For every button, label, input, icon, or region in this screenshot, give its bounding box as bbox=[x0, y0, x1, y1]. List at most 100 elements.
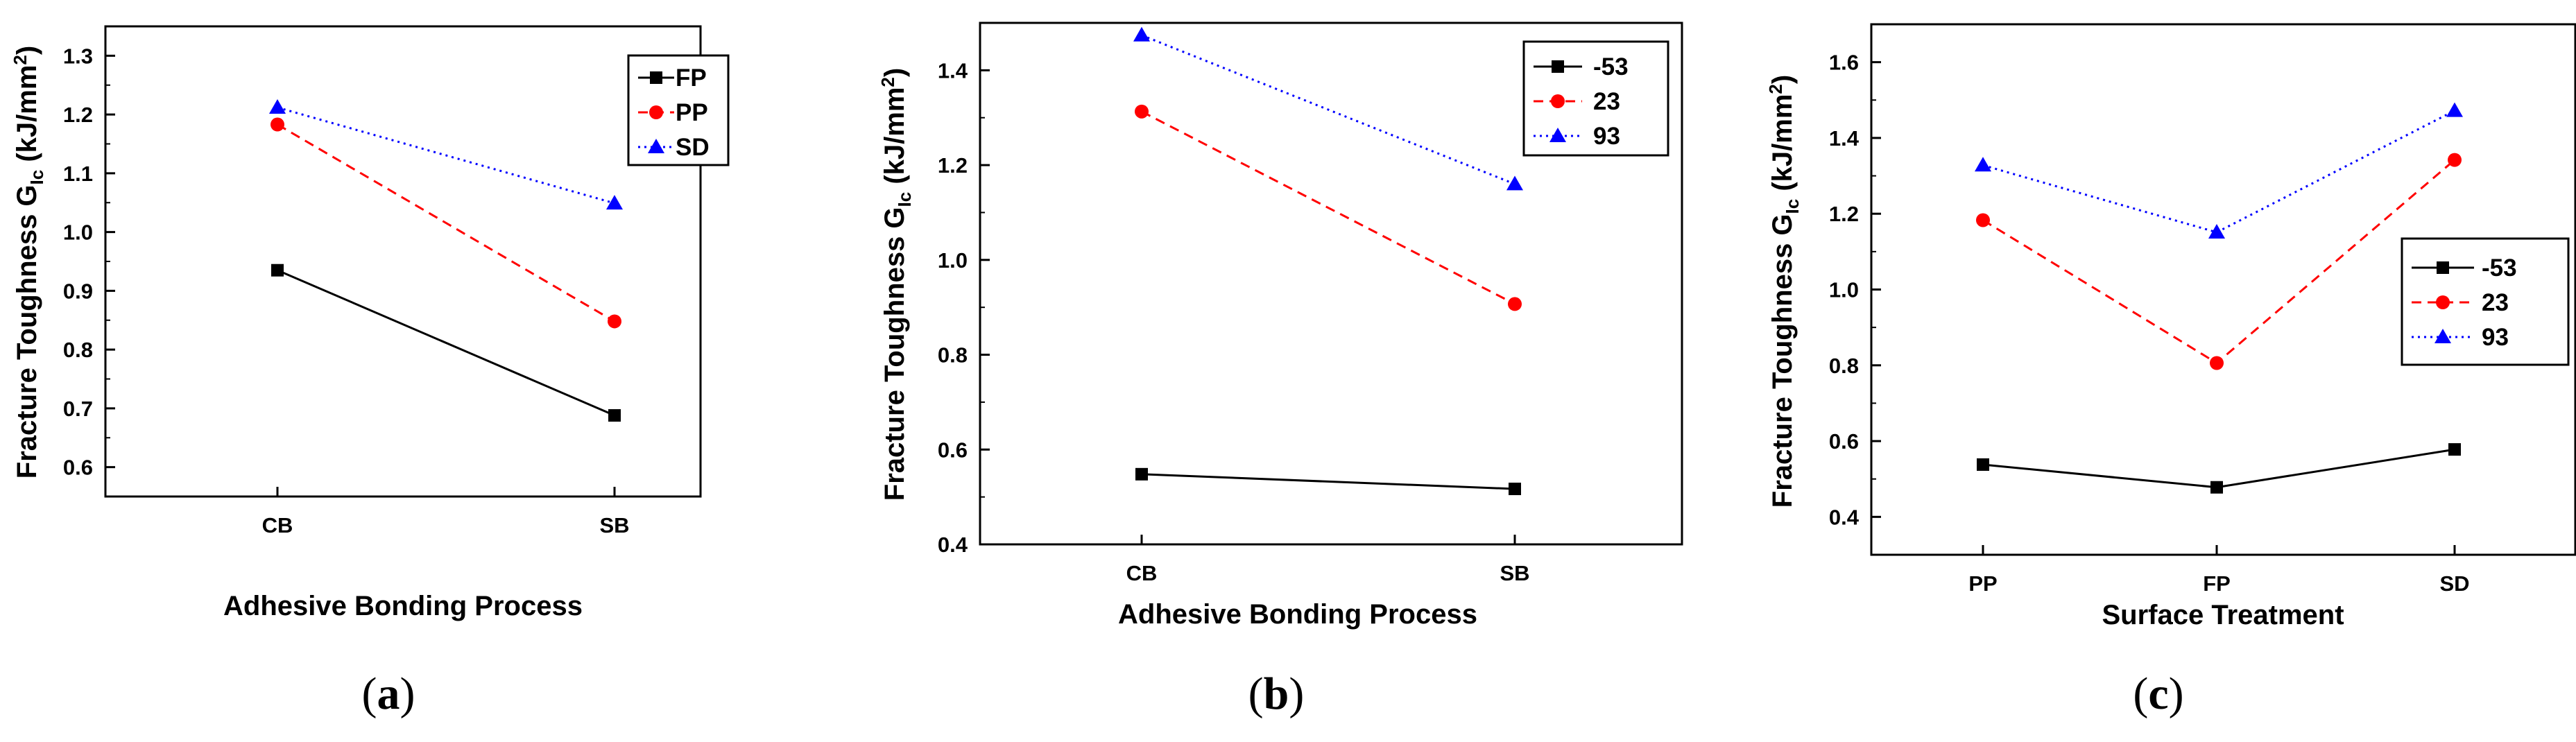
series-93 bbox=[1975, 102, 2463, 239]
legend-marker bbox=[2435, 329, 2451, 343]
x-tick-label: SD bbox=[2439, 571, 2469, 596]
series-line bbox=[1141, 110, 1515, 305]
series--53 bbox=[1977, 443, 2461, 494]
y-tick-label: 0.6 bbox=[938, 438, 968, 462]
series-FP bbox=[271, 264, 621, 422]
data-point bbox=[606, 195, 623, 210]
legend-marker bbox=[1551, 94, 1565, 108]
legend-label: SD bbox=[676, 134, 710, 161]
series-line bbox=[1141, 34, 1515, 185]
legend-label: -53 bbox=[1593, 53, 1629, 80]
y-axis-title: Fracture Toughness GIc (kJ/mm2) bbox=[1765, 75, 1803, 508]
data-point bbox=[2210, 481, 2223, 494]
y-tick-label: 1.2 bbox=[1829, 202, 1859, 226]
x-tick-label: SB bbox=[1500, 561, 1529, 585]
legend: -53 23 93 bbox=[1522, 40, 1669, 157]
chart-panel-b: 0.4 0.6 0.8 1.0 1.2 1.4 CB SB -53 23 93 Fracture To… bbox=[877, 21, 1683, 719]
data-point bbox=[269, 98, 286, 114]
legend-label: 23 bbox=[1593, 88, 1620, 115]
y-tick-label: 1.4 bbox=[938, 58, 968, 83]
plot-frame bbox=[104, 25, 702, 498]
series-PP bbox=[271, 117, 621, 329]
x-axis-title: Adhesive Bonding Process bbox=[223, 591, 583, 621]
legend-label: 23 bbox=[2482, 289, 2509, 316]
x-tick-label: CB bbox=[262, 513, 293, 537]
legend-marker bbox=[648, 139, 664, 153]
x-tick-label: SB bbox=[599, 513, 629, 537]
data-point bbox=[271, 117, 284, 132]
series-line bbox=[277, 123, 615, 322]
series-line bbox=[277, 106, 615, 205]
x-tick-label: PP bbox=[1968, 571, 1997, 596]
series--53 bbox=[1135, 467, 1521, 496]
legend-label: 93 bbox=[2482, 324, 2509, 351]
data-point bbox=[608, 314, 621, 329]
data-point bbox=[1133, 26, 1150, 42]
series-line bbox=[277, 269, 615, 417]
data-point bbox=[1135, 467, 1148, 481]
y-tick-label: 1.0 bbox=[938, 248, 968, 273]
y-tick-label: 1.6 bbox=[1829, 51, 1859, 75]
plot-frame bbox=[979, 21, 1683, 546]
y-tick-label: 0.6 bbox=[63, 456, 93, 480]
panel-label: (b) bbox=[1248, 668, 1305, 719]
x-axis-title: Adhesive Bonding Process bbox=[1118, 599, 1477, 630]
panel-label: (a) bbox=[362, 668, 415, 719]
y-tick-label: 0.8 bbox=[1829, 354, 1859, 378]
series-line bbox=[1982, 110, 2455, 234]
legend-label: FP bbox=[676, 64, 707, 92]
data-point bbox=[2446, 102, 2463, 117]
y-tick-label: 1.2 bbox=[938, 153, 968, 178]
series-93 bbox=[1133, 26, 1523, 191]
series-SD bbox=[269, 98, 623, 210]
series-line bbox=[1982, 159, 2455, 365]
series-23 bbox=[1976, 153, 2462, 370]
data-point bbox=[2210, 356, 2224, 370]
data-point bbox=[271, 264, 284, 277]
legend-label: 93 bbox=[1593, 123, 1620, 150]
y-tick-label: 1.1 bbox=[63, 162, 93, 186]
y-tick-label: 1.3 bbox=[63, 44, 93, 68]
data-point bbox=[2448, 443, 2461, 456]
y-axis-title: Fracture Toughness GIc (kJ/mm2) bbox=[877, 68, 915, 501]
y-tick-label: 0.4 bbox=[938, 533, 968, 557]
legend-label: -53 bbox=[2482, 254, 2517, 282]
y-axis-title: Fracture Toughness GIc (kJ/mm2) bbox=[10, 46, 47, 478]
chart-panel-a: 0.6 0.7 0.8 0.9 1.0 1.1 1.2 1.3 CB SB FP PP SD Fractu… bbox=[10, 25, 730, 719]
legend-marker bbox=[2436, 295, 2450, 309]
y-tick-label: 0.4 bbox=[1829, 505, 1860, 529]
x-tick-label: FP bbox=[2203, 571, 2231, 596]
legend-marker bbox=[650, 71, 662, 84]
y-tick-label: 0.8 bbox=[938, 343, 968, 368]
chart-panel-c: 0.4 0.6 0.8 1.0 1.2 1.4 1.6 PP FP SD -53 23 93 Fractu… bbox=[1765, 23, 2576, 719]
y-tick-label: 1.0 bbox=[63, 221, 93, 245]
x-tick-label: CB bbox=[1126, 561, 1158, 585]
legend: -53 23 93 bbox=[2401, 237, 2570, 366]
legend-label: PP bbox=[676, 99, 708, 126]
data-point bbox=[608, 409, 621, 422]
y-tick-label: 1.2 bbox=[63, 103, 93, 127]
y-tick-label: 1.4 bbox=[1829, 126, 1860, 150]
series-23 bbox=[1135, 104, 1522, 311]
data-point bbox=[1975, 157, 1991, 172]
y-tick-label: 0.9 bbox=[63, 279, 93, 303]
data-point bbox=[2208, 223, 2225, 239]
y-tick-label: 1.0 bbox=[1829, 278, 1859, 302]
x-axis-title: Surface Treatment bbox=[2102, 600, 2344, 630]
data-point bbox=[1135, 104, 1149, 119]
legend-marker bbox=[649, 105, 663, 119]
data-point bbox=[1977, 458, 1989, 471]
data-point bbox=[1506, 175, 1523, 191]
panel-label: (c) bbox=[2133, 668, 2183, 719]
data-point bbox=[2448, 153, 2462, 167]
data-point bbox=[1976, 213, 1990, 227]
y-tick-label: 0.6 bbox=[1829, 429, 1859, 454]
data-point bbox=[1509, 483, 1521, 496]
legend-marker bbox=[1549, 128, 1566, 142]
legend-marker bbox=[2437, 261, 2449, 274]
legend: FP PP SD bbox=[627, 54, 730, 166]
y-tick-label: 0.8 bbox=[63, 338, 93, 362]
series-line bbox=[1141, 473, 1515, 490]
legend-marker bbox=[1552, 60, 1564, 73]
